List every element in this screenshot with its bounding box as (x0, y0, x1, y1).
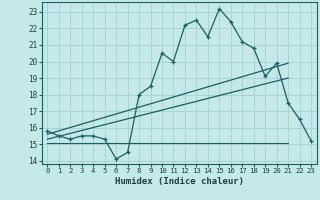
X-axis label: Humidex (Indice chaleur): Humidex (Indice chaleur) (115, 177, 244, 186)
